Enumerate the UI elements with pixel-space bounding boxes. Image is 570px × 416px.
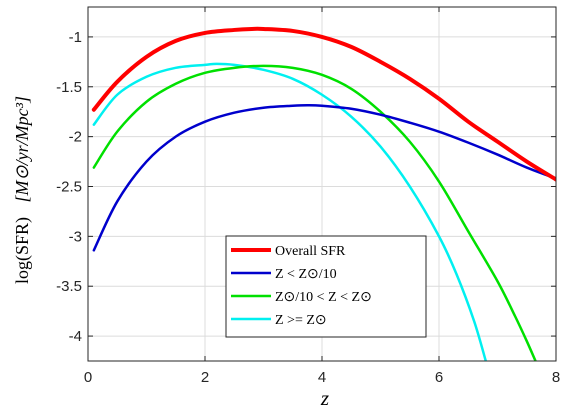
legend-label: Z >= Z⊙ (275, 313, 327, 328)
series-line-1 (92, 103, 556, 252)
legend-label: Z < Z⊙/10 (275, 267, 337, 282)
y-tick-label: -3 (69, 228, 82, 245)
y-axis-label: log(SFR) [M⊙/yr/Mpc³] (12, 96, 33, 284)
y-axis-label-main: log(SFR) (12, 217, 33, 284)
axis-ticks: 0 2 4 6 8 -1 -1.5 -2 -2.5 -3 -3.5 -4 (56, 7, 560, 386)
series-lines (91, 26, 556, 361)
x-tick-label: 6 (435, 369, 443, 386)
y-tick-label: -2 (69, 129, 82, 146)
y-tick-label: -3.5 (56, 278, 82, 295)
y-tick-label: -4 (69, 328, 82, 345)
series-line-3 (92, 62, 488, 361)
x-axis-label: z (320, 386, 329, 410)
legend-label: Z⊙/10 < Z < Z⊙ (275, 290, 372, 305)
x-tick-label: 0 (84, 369, 92, 386)
x-tick-label: 2 (201, 369, 209, 386)
x-tick-label: 8 (552, 369, 560, 386)
y-axis-label-units: [M⊙/yr/Mpc³] (12, 96, 32, 202)
legend-label: Overall SFR (275, 244, 346, 259)
series-line-0 (91, 26, 556, 182)
y-tick-label: -1 (69, 29, 82, 46)
legend: Overall SFR Z < Z⊙/10 Z⊙/10 < Z < Z⊙ Z >= Z… (225, 235, 427, 338)
series-line-2 (92, 64, 537, 361)
y-tick-label: -2.5 (56, 178, 82, 195)
y-tick-label: -1.5 (56, 79, 82, 96)
x-tick-label: 4 (318, 369, 326, 386)
